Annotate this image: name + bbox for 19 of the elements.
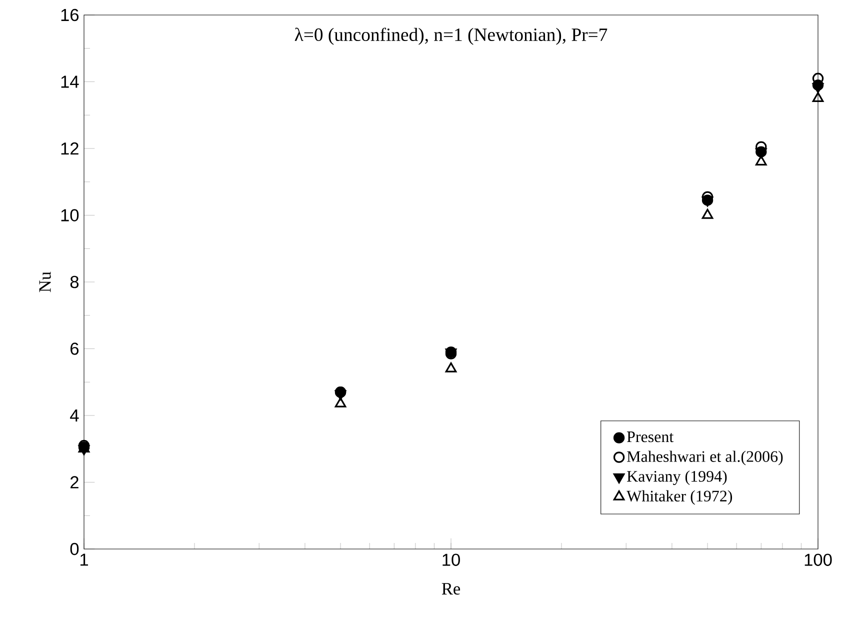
y-tick-label: 0 bbox=[70, 542, 79, 556]
y-tick-label: 16 bbox=[61, 8, 79, 22]
y-tick-label: 12 bbox=[61, 142, 78, 155]
y-tick-label: 4 bbox=[70, 410, 79, 422]
x-tick-label: 10 bbox=[442, 554, 460, 566]
x-tick-label: 1 bbox=[80, 554, 88, 566]
legend-label: Maheshwari et al.(2006) bbox=[627, 450, 783, 466]
x-axis-title: Re bbox=[442, 583, 460, 595]
y-tick-label: 8 bbox=[70, 276, 79, 288]
legend-label: Whitaker (1972) bbox=[626, 490, 732, 505]
x-tick-label: 100 bbox=[804, 554, 832, 566]
y-tick-label: 6 bbox=[70, 342, 79, 355]
y-tick-label: 10 bbox=[61, 209, 79, 222]
y-axis-title: Nu bbox=[39, 272, 51, 292]
legend-label: Kaviany (1994) bbox=[627, 470, 727, 486]
y-tick-label: 2 bbox=[70, 476, 78, 488]
legend-label: Present bbox=[627, 432, 674, 442]
text: λ=0 (unconfined), n=1 (Newtonian), Pr=7 bbox=[294, 28, 608, 45]
y-tick-label: 14 bbox=[61, 76, 79, 88]
